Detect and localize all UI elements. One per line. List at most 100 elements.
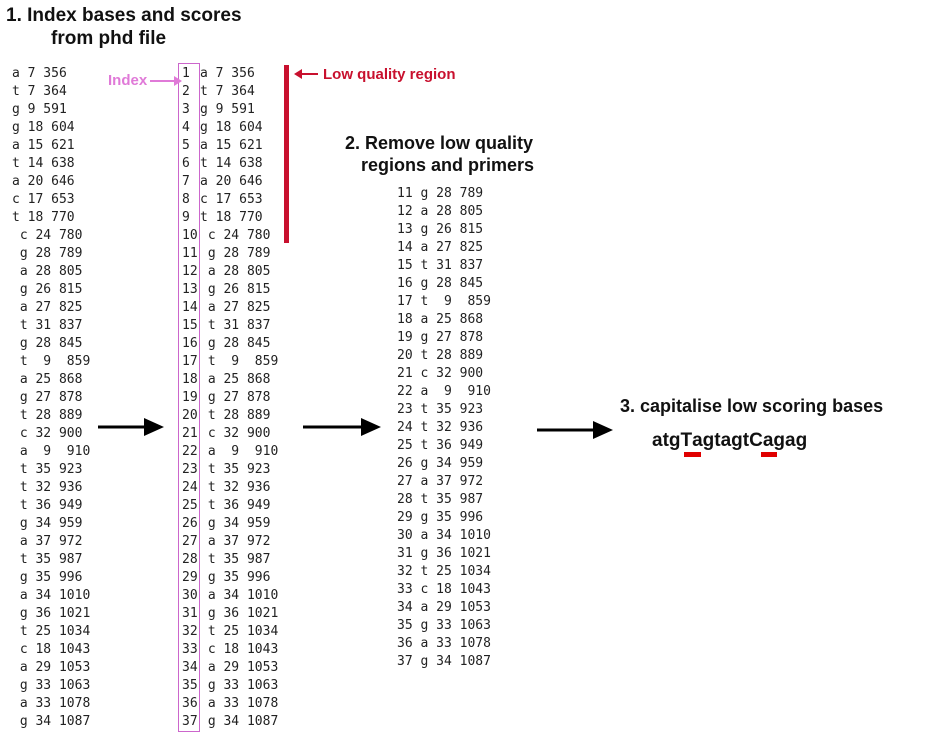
- index-list: 1 2 3 4 5 6 7 8 9 10 11 12 13 14 15 16 17 18 19 20 21 22 23 24 2…: [182, 65, 198, 731]
- flow-arrow-3: [537, 421, 613, 439]
- index-number: 8: [182, 192, 190, 207]
- index-label: Index: [108, 72, 148, 89]
- index-number: 28: [182, 552, 198, 567]
- capitalised-sequence: atgTagtagtCagag: [652, 430, 807, 452]
- raw-row: g 35 996: [12, 570, 83, 585]
- indexed-row: a 20 646: [200, 174, 263, 189]
- raw-row: g 33 1063: [12, 678, 91, 693]
- step2-title-line1: 2. Remove low quality: [345, 133, 534, 153]
- indexed-row: g 26 815: [200, 282, 271, 297]
- raw-row: a 33 1078: [12, 696, 91, 711]
- low-score-highlight-1: [684, 452, 701, 457]
- indexed-row: t 32 936: [200, 480, 271, 495]
- indexed-row: a 37 972: [200, 534, 271, 549]
- index-number: 18: [182, 372, 198, 387]
- indexed-row: a 28 805: [200, 264, 271, 279]
- index-number: 32: [182, 624, 198, 639]
- trimmed-row: 21 c 32 900: [397, 366, 484, 381]
- trimmed-row: 34 a 29 1053: [397, 600, 491, 615]
- index-number: 1: [182, 66, 190, 81]
- trimmed-row: 22 a 9 910: [397, 384, 491, 399]
- index-number: 4: [182, 120, 190, 135]
- raw-row: g 36 1021: [12, 606, 91, 621]
- index-number: 33: [182, 642, 198, 657]
- index-number: 31: [182, 606, 198, 621]
- index-number: 19: [182, 390, 198, 405]
- trimmed-row: 29 g 35 996: [397, 510, 484, 525]
- raw-row: t 14 638: [12, 156, 75, 171]
- index-number: 2: [182, 84, 190, 99]
- index-number: 36: [182, 696, 198, 711]
- indexed-row: g 34 959: [200, 516, 271, 531]
- index-number: 25: [182, 498, 198, 513]
- raw-row: g 9 591: [12, 102, 67, 117]
- indexed-row: c 32 900: [200, 426, 271, 441]
- raw-row: a 20 646: [12, 174, 75, 189]
- index-pointer-arrow: [150, 76, 182, 86]
- raw-row: g 28 789: [12, 246, 83, 261]
- indexed-row: g 27 878: [200, 390, 271, 405]
- low-quality-region-label: Low quality region: [323, 66, 456, 83]
- raw-row: g 18 604: [12, 120, 75, 135]
- index-number: 14: [182, 300, 198, 315]
- index-number: 26: [182, 516, 198, 531]
- index-number: 21: [182, 426, 198, 441]
- flow-arrow-1: [98, 418, 164, 436]
- indexed-row: g 28 845: [200, 336, 271, 351]
- step1-title-line1: 1. Index bases and scores: [6, 5, 242, 26]
- trimmed-row: 11 g 28 789: [397, 186, 484, 201]
- trimmed-row: 16 g 28 845: [397, 276, 484, 291]
- index-number: 24: [182, 480, 198, 495]
- raw-row: a 9 910: [12, 444, 91, 459]
- sequence-upper-base-1: T: [680, 430, 693, 451]
- trimmed-row: 31 g 36 1021: [397, 546, 491, 561]
- low-score-highlight-2: [761, 452, 777, 457]
- trimmed-row: 17 t 9 859: [397, 294, 491, 309]
- trimmed-row: 26 g 34 959: [397, 456, 484, 471]
- indexed-row: t 18 770: [200, 210, 263, 225]
- indexed-row: a 33 1078: [200, 696, 279, 711]
- trimmed-row: 36 a 33 1078: [397, 636, 491, 651]
- index-number: 12: [182, 264, 198, 279]
- raw-row: t 28 889: [12, 408, 83, 423]
- raw-row: c 17 653: [12, 192, 75, 207]
- index-number: 10: [182, 228, 198, 243]
- trimmed-row: 27 a 37 972: [397, 474, 484, 489]
- step1-title-line2: from phd file: [51, 28, 167, 49]
- raw-row: t 32 936: [12, 480, 83, 495]
- index-number: 20: [182, 408, 198, 423]
- trimmed-row: 13 g 26 815: [397, 222, 484, 237]
- trimmed-row: 18 a 25 868: [397, 312, 484, 327]
- index-number: 34: [182, 660, 198, 675]
- trimmed-row: 28 t 35 987: [397, 492, 484, 507]
- indexed-row: t 31 837: [200, 318, 271, 333]
- index-number: 7: [182, 174, 190, 189]
- index-number: 15: [182, 318, 198, 333]
- indexed-row: t 9 859: [200, 354, 279, 369]
- indexed-row: c 18 1043: [200, 642, 279, 657]
- trimmed-row: 20 t 28 889: [397, 348, 484, 363]
- index-number: 16: [182, 336, 198, 351]
- indexed-row: a 25 868: [200, 372, 271, 387]
- index-number: 3: [182, 102, 190, 117]
- raw-row: t 18 770: [12, 210, 75, 225]
- sequence-part-1: atg: [652, 430, 681, 451]
- indexed-row: t 7 364: [200, 84, 255, 99]
- indexed-row: a 27 825: [200, 300, 271, 315]
- raw-row: t 36 949: [12, 498, 83, 513]
- trimmed-row: 12 a 28 805: [397, 204, 484, 219]
- raw-row: g 28 845: [12, 336, 83, 351]
- raw-row: g 26 815: [12, 282, 83, 297]
- index-number: 17: [182, 354, 198, 369]
- trimmed-row: 25 t 36 949: [397, 438, 484, 453]
- sequence-part-2: agtagt: [692, 430, 750, 451]
- raw-row: a 29 1053: [12, 660, 91, 675]
- trimmed-row: 37 g 34 1087: [397, 654, 491, 669]
- trimmed-row: 32 t 25 1034: [397, 564, 491, 579]
- indexed-row: g 35 996: [200, 570, 271, 585]
- raw-row: a 34 1010: [12, 588, 91, 603]
- indexed-row: t 25 1034: [200, 624, 279, 639]
- raw-row: t 9 859: [12, 354, 91, 369]
- index-number: 23: [182, 462, 198, 477]
- indexed-row: g 34 1087: [200, 714, 279, 729]
